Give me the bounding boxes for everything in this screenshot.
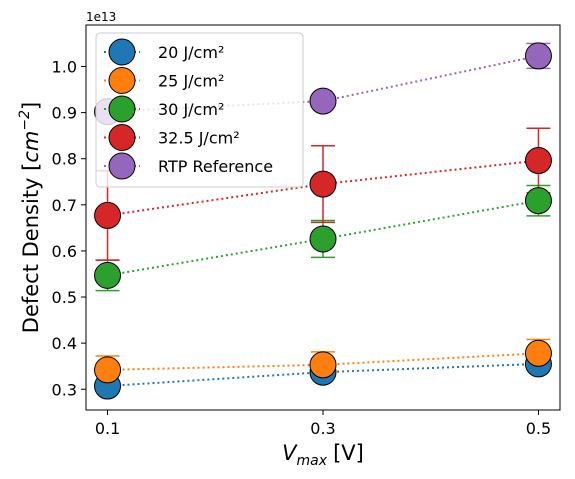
y-tick-label: 1.0 bbox=[52, 57, 77, 76]
x-axis-label-unit: [V] bbox=[333, 441, 364, 465]
y-tick-label: 0.7 bbox=[52, 196, 77, 215]
legend-label: 25 J/cm² bbox=[158, 72, 224, 91]
y-axis-label-main: Defect Density [ bbox=[19, 163, 43, 334]
y-tick-label: 0.4 bbox=[52, 334, 77, 353]
y-tick-label: 0.5 bbox=[52, 288, 77, 307]
y-ticks: 0.3 0.4 0.5 0.6 0.7 0.8 0.9 1.0 bbox=[52, 57, 86, 399]
legend-marker bbox=[108, 95, 136, 123]
y-tick-label: 0.6 bbox=[52, 242, 77, 261]
legend-label: RTP Reference bbox=[158, 157, 273, 176]
y-axis-label-exp: −2 bbox=[17, 110, 33, 131]
y-offset-label: 1e13 bbox=[86, 10, 116, 24]
data-point bbox=[94, 261, 122, 289]
x-axis-label: Vmax [V] bbox=[282, 441, 364, 469]
y-tick-label: 0.9 bbox=[52, 104, 77, 123]
legend: 20 J/cm² 25 J/cm² 30 J/cm² 32.5 J/cm² RTP Re… bbox=[95, 32, 304, 188]
y-tick-label: 0.8 bbox=[52, 150, 77, 169]
y-axis-label: Defect Density [cm−2] bbox=[17, 102, 43, 333]
data-point bbox=[94, 201, 122, 229]
x-axis-label-sub: max bbox=[297, 453, 328, 469]
data-point bbox=[524, 187, 552, 215]
y-axis-label-close: ] bbox=[19, 102, 43, 110]
data-point bbox=[309, 351, 337, 379]
legend-label: 32.5 J/cm² bbox=[158, 129, 240, 148]
x-tick-label: 0.5 bbox=[526, 419, 551, 438]
data-point bbox=[94, 356, 122, 384]
y-axis-label-unit: cm bbox=[19, 131, 43, 163]
legend-marker bbox=[108, 38, 136, 66]
legend-marker bbox=[108, 152, 136, 180]
y-tick-label: 0.3 bbox=[52, 380, 77, 399]
legend-box bbox=[95, 32, 304, 188]
data-point bbox=[524, 147, 552, 175]
data-point bbox=[309, 87, 337, 115]
data-point bbox=[309, 170, 337, 198]
data-point bbox=[524, 42, 552, 70]
legend-marker bbox=[108, 67, 136, 94]
x-tick-label: 0.3 bbox=[310, 419, 335, 438]
x-axis-label-var: V bbox=[282, 441, 298, 465]
x-tick-label: 0.1 bbox=[95, 419, 120, 438]
x-ticks: 0.1 0.3 0.5 bbox=[95, 410, 551, 438]
data-point bbox=[524, 339, 552, 367]
data-point bbox=[309, 225, 337, 253]
legend-marker bbox=[108, 124, 136, 151]
legend-label: 20 J/cm² bbox=[158, 43, 224, 62]
legend-label: 30 J/cm² bbox=[158, 100, 224, 119]
